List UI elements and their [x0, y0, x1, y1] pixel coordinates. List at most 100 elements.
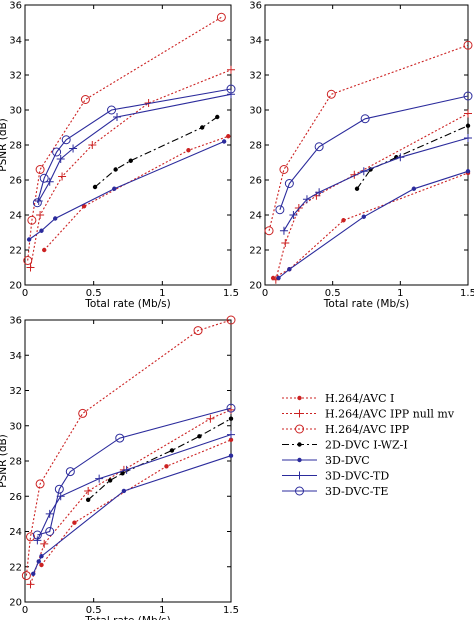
legend-label: 3D-DVC-TD	[325, 470, 389, 483]
series-1	[42, 134, 231, 253]
data-point	[31, 571, 36, 576]
y-tick-label: 34	[9, 36, 22, 47]
y-tick-label: 22	[9, 246, 22, 257]
y-axis-label: PSNR (dB)	[0, 118, 9, 172]
series-line	[275, 113, 469, 280]
chart-bottom-left: 0 0.5 1 1.5 20 22 24 26 28 30 32 34 36 Total rate (Mb…	[0, 315, 239, 620]
series-3	[264, 40, 473, 236]
series-3	[23, 12, 226, 265]
data-point	[228, 416, 234, 421]
y-tick-label: 32	[9, 71, 22, 82]
data-point	[215, 114, 220, 120]
legend-entry: 3D-DVC	[282, 454, 370, 467]
data-point	[463, 40, 473, 50]
y-tick-label: 28	[9, 141, 22, 152]
series-2	[271, 109, 472, 284]
data-point	[341, 218, 346, 223]
data-point	[464, 109, 472, 118]
data-point	[275, 205, 285, 215]
series-line	[87, 418, 232, 501]
data-point	[216, 12, 226, 22]
legend-marker	[297, 395, 302, 401]
series-3	[21, 315, 236, 581]
data-point	[112, 186, 117, 191]
legend-marker	[295, 486, 304, 496]
y-tick-label: 30	[9, 106, 22, 117]
data-point	[80, 95, 90, 104]
data-point	[227, 430, 235, 439]
legend-entry: H.264/AVC IPP	[282, 423, 410, 436]
data-point	[314, 142, 324, 152]
y-tick-label: 30	[249, 106, 262, 117]
series-5	[31, 453, 234, 576]
plot-frame	[264, 4, 469, 286]
data-point	[61, 135, 71, 145]
data-point	[35, 479, 45, 489]
data-point	[72, 520, 77, 525]
data-point	[36, 559, 41, 564]
data-point	[465, 123, 471, 128]
y-tick-label: 20	[9, 598, 22, 609]
data-point	[85, 497, 91, 502]
data-point	[39, 173, 49, 183]
legend-marker	[297, 442, 302, 447]
legend-label: 2D-DVC I-WZ-I	[325, 439, 408, 452]
data-point	[354, 186, 360, 191]
data-point	[40, 539, 49, 548]
data-point	[287, 267, 292, 272]
data-point	[279, 226, 288, 235]
series-line	[36, 88, 232, 203]
x-tick-label: 0.5	[325, 288, 341, 299]
x-tick-label: 1.5	[223, 288, 239, 299]
data-point	[32, 198, 42, 208]
series-5	[276, 169, 471, 281]
y-tick-label: 26	[9, 492, 22, 503]
series-line	[38, 93, 232, 202]
data-point	[53, 216, 58, 221]
series-line	[29, 69, 232, 268]
data-point	[186, 148, 191, 153]
legend-entry: 2D-DVC I-WZ-I	[282, 439, 408, 452]
data-point	[302, 195, 311, 204]
data-point	[58, 172, 67, 181]
y-tick-label: 22	[249, 246, 262, 257]
series-line	[283, 137, 469, 231]
data-point	[227, 405, 235, 414]
legend-marker	[295, 471, 304, 480]
y-tick-label: 20	[9, 281, 22, 292]
data-point	[33, 536, 42, 545]
legend-entry: H.264/AVC IPP null mv	[282, 408, 455, 421]
x-axis-label: Total rate (Mb/s)	[84, 298, 170, 310]
data-point	[120, 471, 125, 476]
x-axis-label: Total rate (Mb/s)	[84, 615, 170, 620]
data-point	[45, 527, 55, 536]
data-point	[464, 134, 472, 142]
data-point	[326, 89, 336, 99]
data-point	[35, 165, 45, 174]
data-point	[65, 467, 75, 477]
x-tick-label: 0	[262, 288, 268, 299]
y-tick-label: 22	[9, 562, 22, 573]
data-point	[197, 434, 202, 439]
plot-frame	[24, 319, 232, 603]
x-tick-label: 0	[22, 605, 28, 616]
x-axis-label: Total rate (Mb/s)	[323, 298, 409, 310]
data-point	[463, 91, 473, 101]
series-2	[26, 65, 235, 272]
series-line	[36, 434, 232, 541]
data-point	[42, 247, 47, 253]
data-point	[21, 571, 31, 581]
data-point	[107, 105, 117, 115]
y-tick-label: 26	[249, 176, 262, 187]
data-point	[228, 437, 234, 443]
y-tick-label: 36	[9, 1, 22, 12]
series-4	[354, 123, 471, 191]
data-point	[39, 228, 44, 233]
series-line	[278, 170, 469, 279]
data-point	[361, 214, 366, 219]
legend-entry: H.264/AVC I	[282, 392, 394, 405]
series-4	[85, 416, 234, 502]
y-tick-label: 36	[249, 1, 262, 12]
data-point	[84, 486, 93, 495]
